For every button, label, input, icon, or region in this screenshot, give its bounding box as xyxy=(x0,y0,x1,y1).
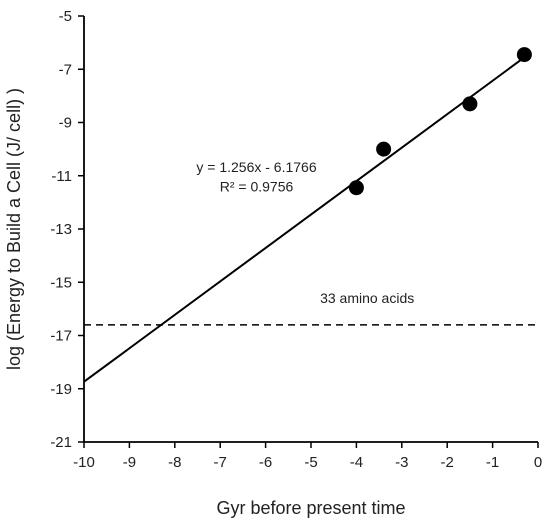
y-tick-label: -21 xyxy=(50,434,72,451)
trend-equation: y = 1.256x - 6.1766 xyxy=(196,159,316,175)
x-tick-label: -5 xyxy=(304,454,317,471)
data-points xyxy=(348,47,532,196)
x-tick-label: -3 xyxy=(395,454,408,471)
y-tick-label: -15 xyxy=(50,274,72,291)
y-tick-label: -7 xyxy=(59,61,72,78)
data-point xyxy=(462,96,478,112)
data-point xyxy=(376,141,392,157)
y-tick-label: -9 xyxy=(59,115,72,132)
x-tick-label: -2 xyxy=(441,454,454,471)
y-tick-label: -11 xyxy=(51,168,72,185)
y-tick-label: -13 xyxy=(50,221,72,238)
y-axis-ticks: -21 -19 -17 -15 -13 -11 -9 -7 -5 xyxy=(50,8,84,451)
y-tick-label: -5 xyxy=(59,8,72,25)
plot-area: -10 -9 -8 -7 -6 -5 -4 -3 -2 -1 0 -21-19-17-15-13-1… xyxy=(50,8,542,471)
x-axis-title: Gyr before present time xyxy=(216,498,405,518)
y-tick-label: -19 xyxy=(50,381,72,398)
trend-r-squared: R² = 0.9756 xyxy=(220,179,294,195)
x-tick-label: -4 xyxy=(350,454,363,471)
x-axis-ticks: -10 -9 -8 -7 -6 -5 -4 -3 -2 -1 0 xyxy=(73,442,542,471)
x-tick-label: -7 xyxy=(214,454,227,471)
reference-line-label: 33 amino acids xyxy=(320,290,414,306)
y-tick-label: -17 xyxy=(50,328,72,345)
x-tick-label: -6 xyxy=(259,454,272,471)
x-tick-label: -9 xyxy=(123,454,136,471)
y-axis-title: log (Energy to Build a Cell (J/ cell) ) xyxy=(4,88,24,370)
x-tick-label: -10 xyxy=(73,454,95,471)
trend-line xyxy=(83,56,525,383)
x-tick-label: 0 xyxy=(534,454,542,471)
data-point xyxy=(348,180,364,196)
x-tick-label: -8 xyxy=(168,454,181,471)
x-tick-label: -1 xyxy=(486,454,499,471)
data-point xyxy=(516,47,532,63)
